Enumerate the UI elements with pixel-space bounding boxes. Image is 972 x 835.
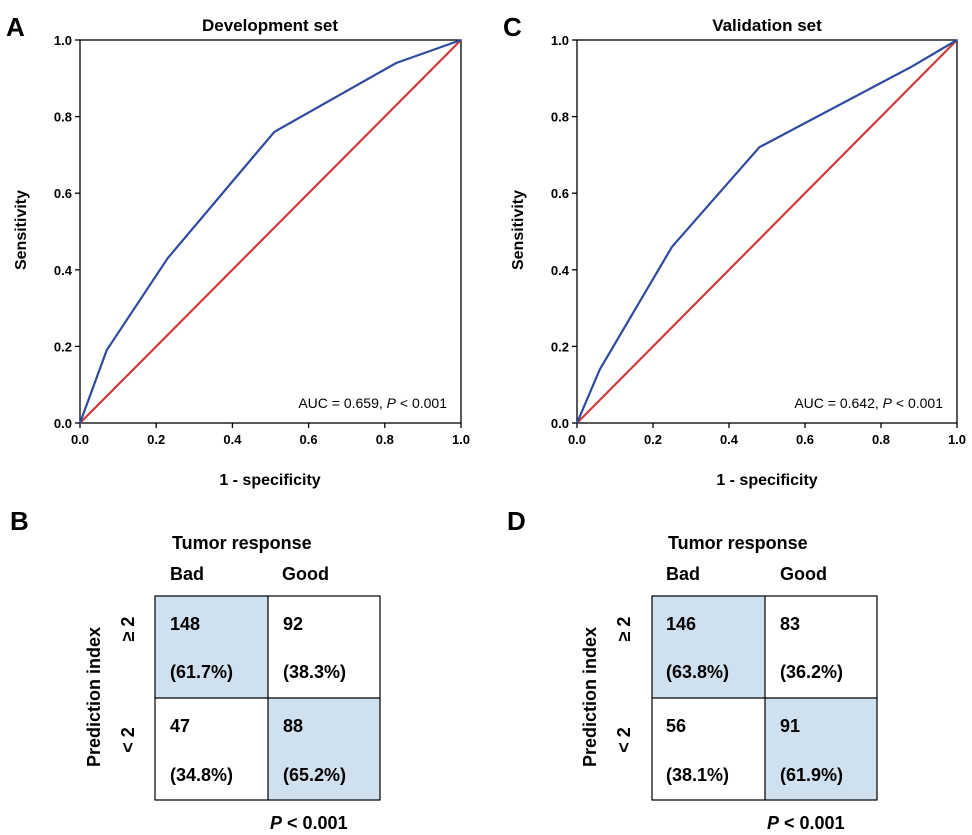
y-tick-label-c-2: 0.4	[551, 263, 570, 278]
cell-count-b-1-1: 88	[283, 716, 303, 736]
cell-count-d-1-0: 56	[666, 716, 686, 736]
y-tick-label-a-3: 0.6	[54, 186, 72, 201]
roc-curve-c	[575, 39, 958, 424]
cell-bg-b-0-0	[155, 596, 268, 698]
cell-count-b-0-0: 148	[170, 614, 200, 634]
plot-area-c: 0.0 0.2 0.4 0.6 0.8 1.0 0.0 0.2 0.4 0.6 0.8 1.0	[551, 33, 966, 447]
cell-count-b-0-1: 92	[283, 614, 303, 634]
y-tick-label-c-4: 0.8	[551, 110, 569, 125]
p-value-b: P < 0.001	[270, 813, 348, 833]
chart-title-a: Development set	[202, 16, 338, 35]
x-axis-label-c: 1 - specificity	[716, 472, 817, 489]
cell-percent-b-0-1: (38.3%)	[283, 662, 346, 682]
cell-percent-d-0-0: (63.8%)	[666, 662, 729, 682]
x-tick-label-c-4: 0.8	[872, 432, 890, 447]
x-tick-label-c-0: 0.0	[568, 432, 586, 447]
reference-line-a	[79, 39, 462, 424]
x-tick-label-c-1: 0.2	[644, 432, 662, 447]
cell-percent-b-0-0: (61.7%)	[170, 662, 233, 682]
y-tick-label-a-5: 1.0	[54, 33, 72, 48]
table-header-b: Tumor response	[172, 533, 312, 553]
cell-percent-b-1-0: (34.8%)	[170, 765, 233, 785]
panel-letter-b: B	[10, 506, 29, 536]
plot-frame-a	[79, 39, 462, 424]
cell-count-d-0-0: 146	[666, 614, 696, 634]
column-label-good-d: Good	[780, 564, 827, 584]
p-value-d: P < 0.001	[767, 813, 845, 833]
panel-a: A Development set 0.0 0.2 0.4 0.6 0.8 1.00.00…	[6, 12, 470, 489]
column-label-bad-d: Bad	[666, 564, 700, 584]
reference-line-c	[576, 39, 958, 424]
x-tick-label-c-3: 0.6	[796, 432, 814, 447]
row-axis-label-d: Prediction index	[580, 627, 600, 767]
y-axis-label-a: Sensitivity	[13, 190, 30, 270]
row-label-lt2-d: < 2	[614, 727, 634, 753]
y-tick-label-c-1: 0.2	[551, 339, 569, 354]
row-label-ge2-b: ≥ 2	[118, 617, 138, 642]
x-tick-label-a-2: 0.4	[223, 432, 242, 447]
cell-count-b-1-0: 47	[170, 716, 190, 736]
panel-letter-d: D	[507, 506, 526, 536]
cell-bg-b-1-1	[268, 698, 380, 800]
x-tick-label-a-0: 0.0	[71, 432, 89, 447]
cell-count-d-1-1: 91	[780, 716, 800, 736]
column-label-good-b: Good	[282, 564, 329, 584]
cell-percent-b-1-1: (65.2%)	[283, 765, 346, 785]
cell-bg-d-1-1	[765, 698, 877, 800]
y-tick-label-c-0: 0.0	[551, 416, 569, 431]
y-tick-label-c-5: 1.0	[551, 33, 569, 48]
row-label-ge2-d: ≥ 2	[614, 617, 634, 642]
x-axis-label-a: 1 - specificity	[219, 472, 320, 489]
x-tick-label-a-5: 1.0	[452, 432, 470, 447]
y-tick-label-a-0: 0.0	[54, 416, 72, 431]
cell-bg-d-0-0	[652, 596, 765, 698]
panel-d: D Tumor response Bad Good Prediction ind…	[507, 506, 878, 833]
panel-letter-a: A	[6, 12, 25, 42]
y-tick-label-a-2: 0.4	[54, 263, 73, 278]
auc-annotation-c: AUC = 0.642, P < 0.001	[794, 395, 943, 411]
auc-annotation-a: AUC = 0.659, P < 0.001	[298, 395, 447, 411]
panel-c: C Validation set 0.0 0.2 0.4 0.6 0.8 1.00.00.…	[503, 12, 966, 489]
chart-title-c: Validation set	[712, 16, 822, 35]
cell-percent-d-1-0: (38.1%)	[666, 765, 729, 785]
y-tick-label-a-4: 0.8	[54, 110, 72, 125]
y-tick-label-c-3: 0.6	[551, 186, 569, 201]
x-tick-label-a-1: 0.2	[147, 432, 165, 447]
plot-area-a: 0.0 0.2 0.4 0.6 0.8 1.0 0.0 0.2 0.4 0.6 0.8 1.0	[54, 33, 470, 447]
roc-curve-a	[78, 38, 462, 424]
panel-letter-c: C	[503, 12, 522, 42]
column-label-bad-b: Bad	[170, 564, 204, 584]
cell-percent-d-0-1: (36.2%)	[780, 662, 843, 682]
row-axis-label-b: Prediction index	[84, 627, 104, 767]
y-axis-label-c: Sensitivity	[510, 190, 527, 270]
panel-b: B Tumor response Bad Good Prediction ind…	[10, 506, 381, 833]
plot-frame-c	[576, 39, 958, 424]
cell-count-d-0-1: 83	[780, 614, 800, 634]
x-tick-label-c-5: 1.0	[948, 432, 966, 447]
cell-percent-d-1-1: (61.9%)	[780, 765, 843, 785]
table-header-d: Tumor response	[668, 533, 808, 553]
x-tick-label-c-2: 0.4	[720, 432, 739, 447]
row-label-lt2-b: < 2	[118, 727, 138, 753]
x-tick-label-a-3: 0.6	[300, 432, 318, 447]
y-tick-label-a-1: 0.2	[54, 339, 72, 354]
x-tick-label-a-4: 0.8	[376, 432, 394, 447]
